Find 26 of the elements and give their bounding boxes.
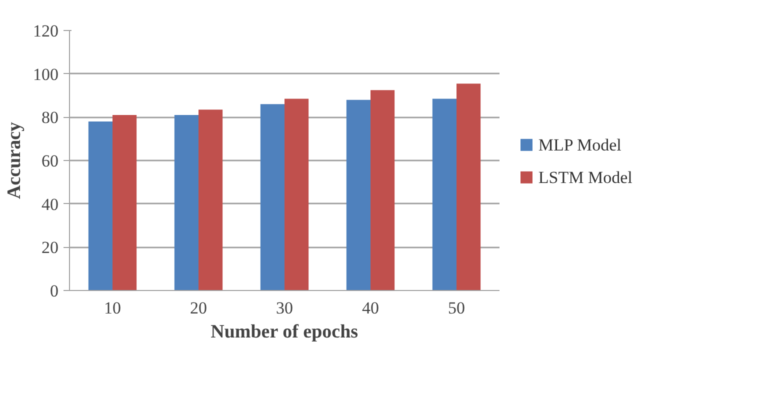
bar (456, 84, 481, 290)
legend-label: LSTM Model (538, 168, 633, 187)
x-axis-title: Number of epochs (210, 322, 358, 342)
bar (260, 104, 284, 290)
bar (284, 98, 309, 290)
bar (174, 115, 198, 290)
bar (88, 122, 112, 290)
bar (112, 115, 137, 290)
x-tick-label: 40 (362, 298, 379, 318)
y-tick-label: 60 (42, 152, 58, 170)
bar (370, 90, 395, 290)
x-tick-label: 10 (104, 298, 121, 318)
x-tick-label: 30 (276, 298, 293, 318)
legend-label: MLP Model (538, 135, 622, 154)
bar (346, 100, 370, 290)
y-tick-label: 20 (42, 238, 58, 258)
bar (432, 98, 456, 290)
y-axis-title: Accuracy (4, 121, 25, 200)
x-tick-label: 20 (190, 298, 207, 318)
y-tick-label: 120 (33, 22, 58, 40)
y-tick-label: 100 (33, 64, 58, 84)
x-tick-label: 50 (448, 298, 465, 318)
bar (198, 110, 223, 290)
y-tick-label: 0 (50, 282, 58, 300)
y-tick-label: 80 (42, 108, 58, 128)
y-tick-label: 40 (42, 194, 58, 214)
